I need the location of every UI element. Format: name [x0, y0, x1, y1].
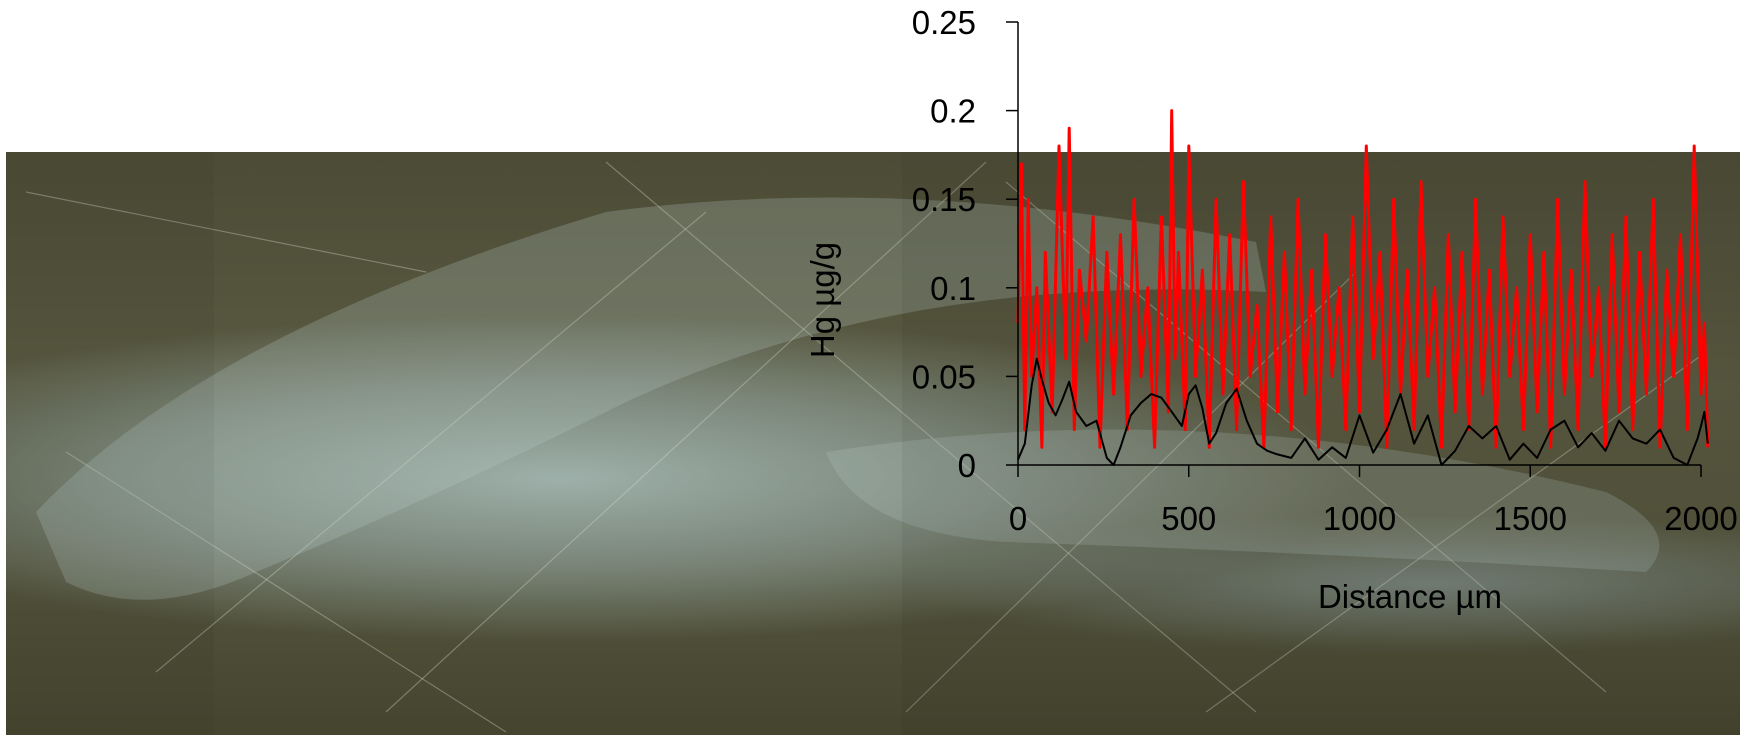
y-tick-label: 0.15	[912, 181, 976, 218]
y-axis-ticks: 0 0.05 0.1 0.15 0.2 0.25	[912, 4, 976, 484]
x-axis-title: Distance µm	[1318, 578, 1502, 615]
x-tick-label: 1500	[1494, 500, 1567, 537]
y-tick-label: 0.25	[912, 4, 976, 41]
y-axis-title: Hg µg/g	[804, 242, 841, 358]
series-red-line	[1016, 109, 1710, 449]
x-tick-label: 0	[1009, 500, 1027, 537]
series-black-line	[1017, 357, 1709, 466]
y-tick-label: 0.2	[930, 93, 976, 130]
y-tick-label: 0.1	[930, 270, 976, 307]
y-tick-label: 0.05	[912, 358, 976, 395]
x-tick-label: 2000	[1664, 500, 1737, 537]
y-tick-label: 0	[958, 447, 976, 484]
axes	[1006, 21, 1702, 477]
x-axis-ticks: 0 500 1000 1500 2000	[1009, 500, 1738, 537]
x-tick-label: 1000	[1323, 500, 1396, 537]
series-layer	[1016, 109, 1710, 466]
x-tick-label: 500	[1161, 500, 1216, 537]
